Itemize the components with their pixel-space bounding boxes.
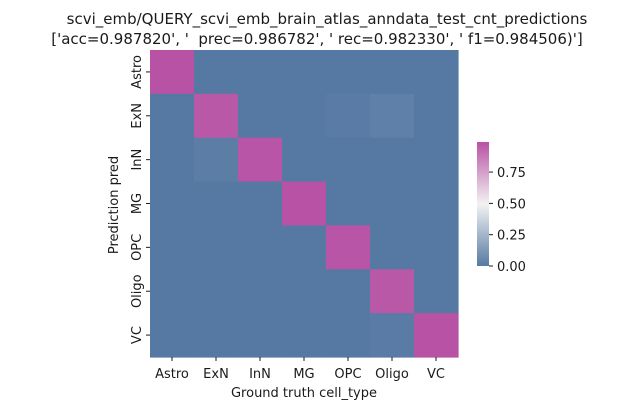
colorbar-ticks: 0.00 0.25 0.50 0.75 — [489, 166, 526, 275]
x-tick-label: OPC — [334, 367, 361, 382]
heatmap-cell — [414, 313, 459, 358]
heatmap-cell — [326, 181, 371, 227]
heatmap-cell — [238, 50, 283, 95]
y-tick-label: MG — [130, 193, 145, 214]
heatmap-cell — [370, 269, 415, 314]
chart-title-line-2: ['acc=0.987820', ' prec=0.986782', ' rec… — [51, 30, 582, 48]
heatmap-cell — [238, 313, 283, 358]
heatmap-cell — [150, 50, 195, 95]
heatmap-cell — [370, 50, 415, 95]
heatmap-cell — [282, 313, 327, 358]
heatmap-cell — [326, 50, 371, 95]
heatmap-cells — [150, 50, 459, 358]
heatmap-cell — [150, 225, 195, 270]
heatmap-cell — [150, 93, 195, 139]
y-tick-label: VC — [130, 326, 145, 344]
heatmap-cell — [326, 225, 371, 270]
heatmap-cell — [150, 137, 195, 183]
heatmap-cell — [194, 225, 239, 270]
x-tick-label: VC — [427, 367, 445, 382]
heatmap-cell — [282, 50, 327, 95]
heatmap-cell — [414, 181, 459, 227]
heatmap-cell — [238, 181, 283, 227]
heatmap-cell — [414, 137, 459, 183]
heatmap-cell — [194, 181, 239, 227]
y-tick-label: OPC — [130, 234, 145, 261]
heatmap-cell — [414, 50, 459, 95]
x-tick-label: ExN — [203, 367, 229, 382]
x-tick-label: InN — [249, 367, 271, 382]
x-tick-label: Astro — [155, 367, 189, 382]
heatmap-cell — [370, 225, 415, 270]
heatmap-cell — [370, 313, 415, 358]
x-tick-label: Oligo — [375, 367, 409, 382]
y-tick-label: Oligo — [130, 274, 145, 308]
y-axis-label: Prediction pred — [107, 156, 122, 254]
heatmap-cell — [370, 93, 415, 139]
heatmap-cell — [282, 137, 327, 183]
heatmap-cell — [414, 225, 459, 270]
heatmap-cell — [194, 93, 239, 139]
heatmap-cell — [282, 181, 327, 227]
heatmap-cell — [194, 137, 239, 183]
heatmap-cell — [238, 225, 283, 270]
colorbar-tick-label: 0.75 — [497, 166, 526, 181]
y-axis-ticks: Astro ExN InN MG OPC Oligo VC — [130, 55, 150, 344]
heatmap-cell — [238, 269, 283, 314]
heatmap-cell — [194, 50, 239, 95]
heatmap-cell — [150, 269, 195, 314]
x-axis-ticks: Astro ExN InN MG OPC Oligo VC — [155, 357, 445, 382]
colorbar-tick-label: 0.00 — [497, 260, 526, 275]
heatmap-cell — [282, 93, 327, 139]
y-tick-label: ExN — [130, 103, 145, 129]
y-tick-label: Astro — [130, 55, 145, 89]
heatmap-cell — [194, 313, 239, 358]
heatmap-cell — [238, 137, 283, 183]
heatmap-cell — [194, 269, 239, 314]
chart-title-line-1: scvi_emb/QUERY_scvi_emb_brain_atlas_annd… — [67, 10, 588, 29]
heatmap-cell — [326, 93, 371, 139]
colorbar — [477, 142, 489, 266]
heatmap-cell — [326, 269, 371, 314]
colorbar-tick-label: 0.50 — [497, 197, 526, 212]
x-axis-label: Ground truth cell_type — [231, 386, 377, 401]
heatmap-cell — [150, 313, 195, 358]
heatmap-cell — [414, 93, 459, 139]
x-tick-label: MG — [293, 367, 314, 382]
y-tick-label: InN — [130, 149, 145, 171]
heatmap-cell — [414, 269, 459, 314]
colorbar-tick-label: 0.25 — [497, 229, 526, 244]
heatmap-cell — [282, 225, 327, 270]
heatmap-cell — [370, 137, 415, 183]
heatmap-cell — [282, 269, 327, 314]
heatmap-cell — [370, 181, 415, 227]
heatmap-cell — [238, 93, 283, 139]
heatmap-cell — [326, 137, 371, 183]
heatmap-cell — [326, 313, 371, 358]
heatmap-cell — [150, 181, 195, 227]
